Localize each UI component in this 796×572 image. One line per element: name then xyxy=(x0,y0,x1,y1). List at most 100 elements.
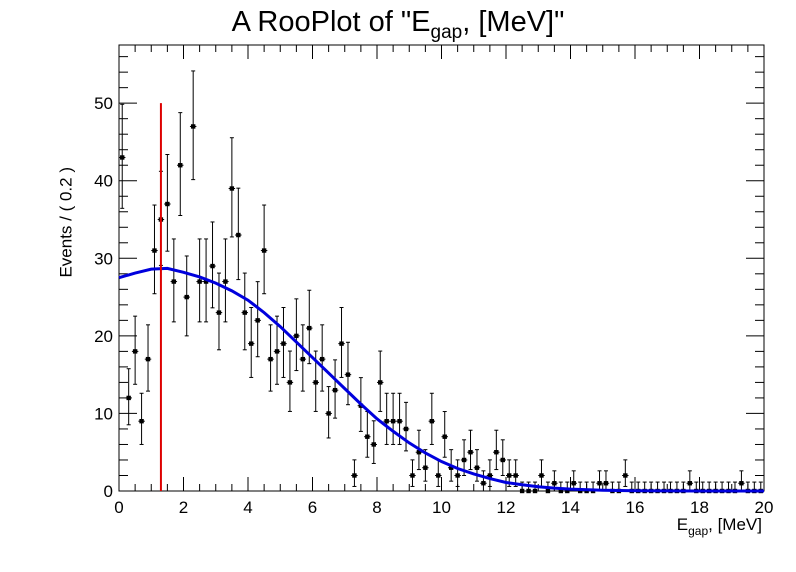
x-tick-label: 14 xyxy=(561,498,580,517)
point-marker xyxy=(403,426,409,432)
x-axis-title-tail: , [MeV] xyxy=(708,515,762,534)
data-point xyxy=(686,470,694,492)
data-point xyxy=(389,392,397,445)
point-marker xyxy=(281,341,286,346)
point-marker xyxy=(300,356,306,362)
y-tick-label: 10 xyxy=(94,404,113,423)
point-marker xyxy=(184,294,189,300)
data-point xyxy=(435,459,442,487)
data-point xyxy=(738,470,745,492)
data-point xyxy=(267,324,274,392)
y-tick-label: 30 xyxy=(94,249,113,268)
data-point xyxy=(377,350,384,412)
point-marker xyxy=(126,395,131,401)
x-tick-label: 12 xyxy=(497,498,516,517)
data-point xyxy=(196,238,203,323)
data-point xyxy=(364,411,371,458)
y-tick-label: 0 xyxy=(104,482,113,501)
data-point xyxy=(306,289,313,365)
point-marker xyxy=(313,380,318,385)
data-point xyxy=(280,306,287,378)
data-point xyxy=(538,459,545,487)
y-tick-label: 20 xyxy=(94,327,113,346)
point-marker xyxy=(487,473,493,478)
data-point xyxy=(286,350,294,412)
point-marker xyxy=(152,248,157,253)
point-marker xyxy=(319,356,325,362)
data-point xyxy=(131,315,139,385)
data-point xyxy=(402,401,410,452)
point-marker xyxy=(577,488,583,494)
point-marker xyxy=(552,481,557,486)
point-marker xyxy=(448,465,454,470)
data-point xyxy=(209,221,216,309)
fit-curve xyxy=(118,266,765,493)
point-marker xyxy=(145,356,151,362)
point-marker xyxy=(132,349,138,354)
point-marker xyxy=(268,356,273,362)
chart-title-main: A RooPlot of "E xyxy=(232,6,431,38)
point-marker xyxy=(597,481,602,486)
data-point xyxy=(512,459,519,487)
point-marker xyxy=(429,418,435,424)
x-tick-label: 16 xyxy=(626,498,645,517)
data-point xyxy=(273,315,281,385)
point-marker xyxy=(120,155,125,160)
point-marker xyxy=(365,434,370,439)
data-point xyxy=(119,103,126,209)
point-marker xyxy=(397,418,402,424)
y-axis-title: Events / ( 0.2 ) xyxy=(56,167,75,278)
point-marker xyxy=(455,473,460,478)
data-point xyxy=(467,429,474,471)
x-tick-label: 18 xyxy=(690,498,709,517)
data-point xyxy=(228,137,236,238)
data-point xyxy=(499,439,506,476)
data-point xyxy=(248,306,255,378)
point-marker xyxy=(513,473,518,478)
data-point xyxy=(622,459,629,487)
plot-frame xyxy=(118,44,765,492)
point-marker xyxy=(339,341,344,346)
data-point xyxy=(454,459,461,487)
data-point xyxy=(138,392,145,445)
point-marker xyxy=(242,310,247,315)
point-marker xyxy=(603,481,609,486)
point-marker xyxy=(526,488,531,494)
data-point xyxy=(570,470,577,492)
point-marker xyxy=(352,473,357,478)
point-marker xyxy=(203,279,209,284)
data-point xyxy=(325,386,332,439)
point-marker xyxy=(197,279,202,284)
point-marker xyxy=(532,488,538,494)
point-marker xyxy=(416,450,422,455)
point-marker xyxy=(539,473,544,478)
point-marker xyxy=(294,333,299,339)
data-point xyxy=(144,324,152,392)
data-point xyxy=(370,420,377,464)
point-marker xyxy=(474,465,480,470)
chart-title: A RooPlot of "Egap, [MeV]" xyxy=(232,6,565,43)
data-point xyxy=(486,459,494,487)
data-point xyxy=(493,429,500,471)
data-point xyxy=(576,481,584,494)
x-tick-label: 10 xyxy=(432,498,451,517)
point-marker xyxy=(545,488,551,494)
x-tick-label: 20 xyxy=(755,498,774,517)
x-tick-labels: 0 2 4 6 8 10 12 14 16 18 20 xyxy=(114,498,773,517)
data-point xyxy=(189,70,197,181)
point-marker xyxy=(210,263,215,269)
data-point xyxy=(125,368,132,426)
point-marker xyxy=(558,488,564,494)
point-marker xyxy=(565,488,570,494)
point-marker xyxy=(249,341,254,346)
point-marker xyxy=(436,473,441,478)
data-point xyxy=(177,112,184,216)
data-point xyxy=(164,154,171,252)
point-marker xyxy=(500,457,505,463)
data-point xyxy=(596,470,603,492)
point-marker xyxy=(384,418,389,424)
x-tick-label: 4 xyxy=(243,498,252,517)
point-marker xyxy=(345,372,351,377)
point-marker xyxy=(216,310,222,315)
